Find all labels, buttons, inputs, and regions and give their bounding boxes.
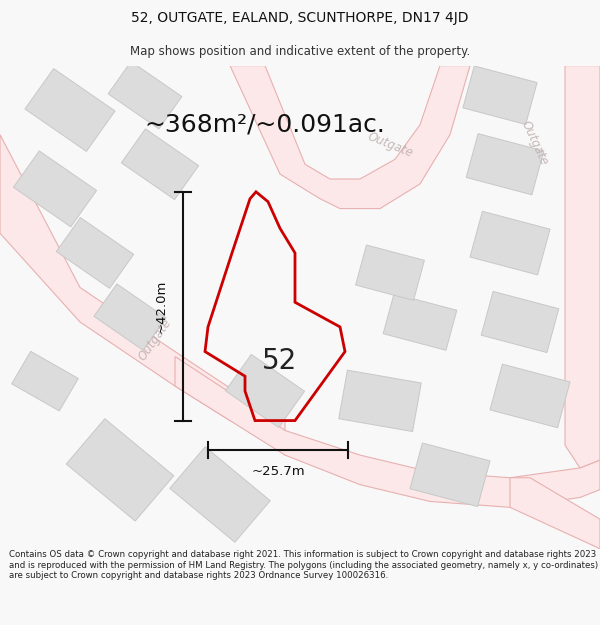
Polygon shape <box>230 66 470 209</box>
Text: ~25.7m: ~25.7m <box>251 466 305 478</box>
Polygon shape <box>463 66 537 124</box>
Polygon shape <box>56 217 134 288</box>
Text: 52: 52 <box>262 348 298 376</box>
Polygon shape <box>565 66 600 468</box>
Polygon shape <box>226 354 305 428</box>
Polygon shape <box>11 351 79 411</box>
Text: Contains OS data © Crown copyright and database right 2021. This information is : Contains OS data © Crown copyright and d… <box>9 550 598 580</box>
Polygon shape <box>170 447 270 542</box>
Polygon shape <box>510 478 600 549</box>
Text: ~368m²/~0.091ac.: ~368m²/~0.091ac. <box>145 112 385 137</box>
Polygon shape <box>383 294 457 350</box>
Text: Map shows position and indicative extent of the property.: Map shows position and indicative extent… <box>130 45 470 58</box>
Polygon shape <box>0 134 285 455</box>
Polygon shape <box>481 291 559 352</box>
Polygon shape <box>66 419 174 521</box>
Text: Outgate: Outgate <box>519 118 551 167</box>
Polygon shape <box>410 443 490 507</box>
Text: Outgate: Outgate <box>136 316 174 363</box>
Text: ~42.0m: ~42.0m <box>155 279 167 333</box>
Polygon shape <box>466 134 544 195</box>
Text: 52, OUTGATE, EALAND, SCUNTHORPE, DN17 4JD: 52, OUTGATE, EALAND, SCUNTHORPE, DN17 4J… <box>131 11 469 26</box>
Polygon shape <box>339 370 421 431</box>
Polygon shape <box>490 364 570 428</box>
Text: Outgate: Outgate <box>365 129 415 159</box>
Polygon shape <box>175 356 600 508</box>
Polygon shape <box>25 69 115 151</box>
Polygon shape <box>13 151 97 227</box>
Polygon shape <box>94 284 166 350</box>
Polygon shape <box>108 61 182 129</box>
Polygon shape <box>356 245 424 301</box>
Polygon shape <box>470 211 550 275</box>
Polygon shape <box>121 129 199 199</box>
